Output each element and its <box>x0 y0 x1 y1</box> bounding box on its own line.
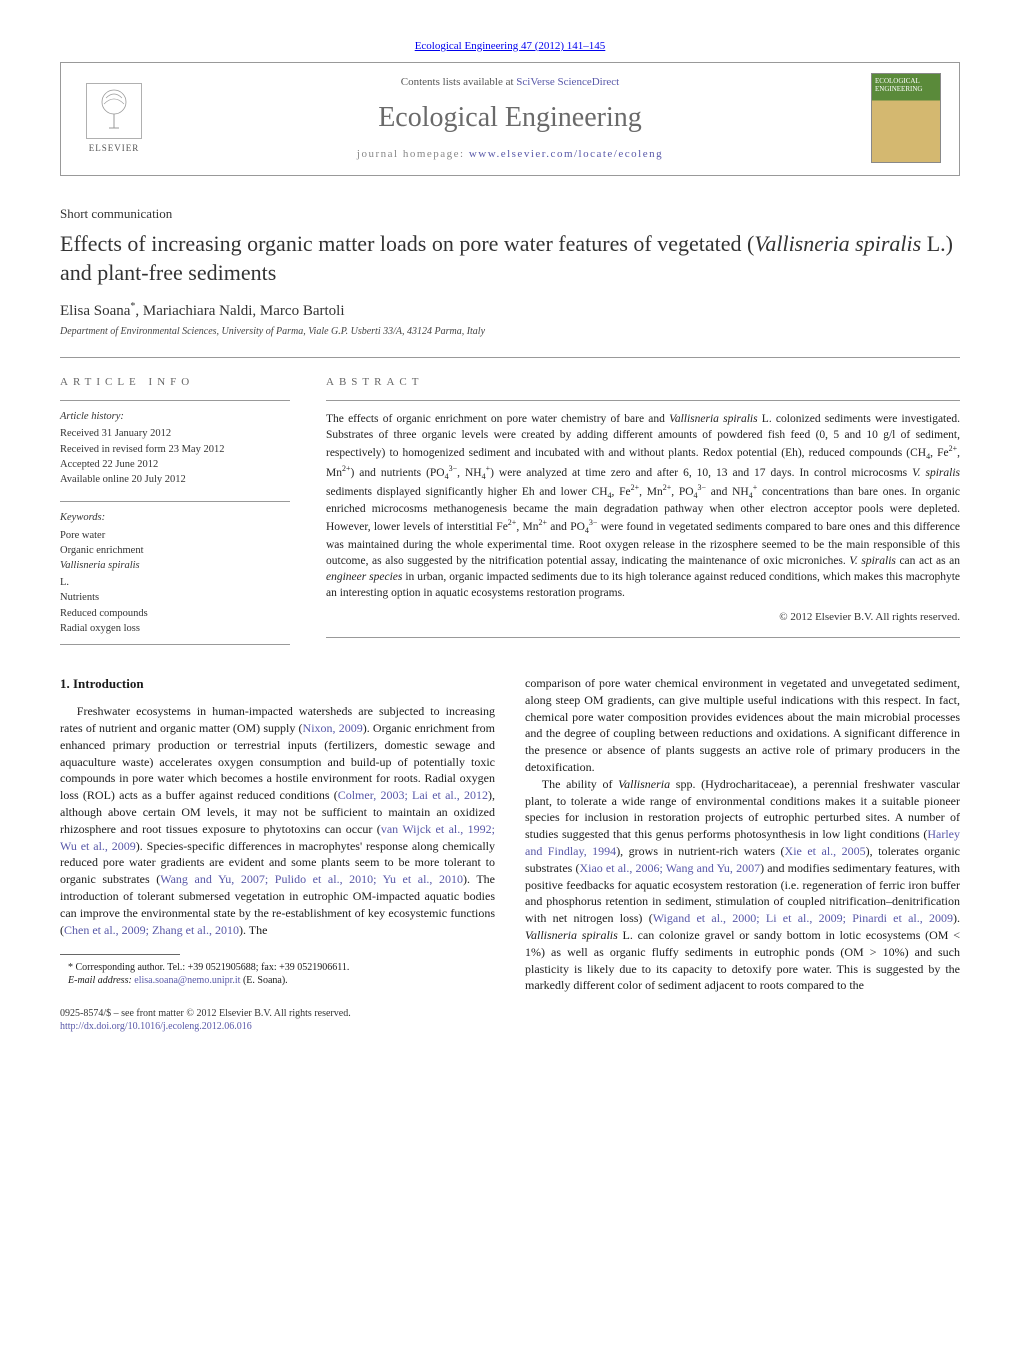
email-label: E-mail address: <box>68 975 132 986</box>
keyword: Vallisneria spiralis L. <box>60 558 290 590</box>
front-matter-line: 0925-8574/$ – see front matter © 2012 El… <box>60 1007 495 1020</box>
authors-line: Elisa Soana*, Mariachiara Naldi, Marco B… <box>60 301 960 320</box>
body-paragraph: Freshwater ecosystems in human-impacted … <box>60 703 495 938</box>
body-columns: 1. Introduction Freshwater ecosystems in… <box>60 675 960 1033</box>
doi-link[interactable]: http://dx.doi.org/10.1016/j.ecoleng.2012… <box>60 1021 252 1032</box>
keyword: Radial oxygen loss <box>60 621 290 636</box>
keywords-label: Keywords: <box>60 510 290 525</box>
article-title: Effects of increasing organic matter loa… <box>60 230 960 287</box>
article-type: Short communication <box>60 206 960 222</box>
history-item: Accepted 22 June 2012 <box>60 457 290 472</box>
history-item: Available online 20 July 2012 <box>60 472 290 487</box>
keyword: Reduced compounds <box>60 606 290 621</box>
affiliation: Department of Environmental Sciences, Un… <box>60 326 960 337</box>
cover-label: ECOLOGICAL ENGINEERING <box>875 77 922 93</box>
citation-line: Ecological Engineering 47 (2012) 141–145 <box>60 40 960 52</box>
footer-meta: 0925-8574/$ – see front matter © 2012 El… <box>60 1007 495 1033</box>
citation-link[interactable]: Ecological Engineering 47 (2012) 141–145 <box>415 40 606 52</box>
publisher-name: ELSEVIER <box>89 143 140 153</box>
copyright-line: © 2012 Elsevier B.V. All rights reserved… <box>326 611 960 638</box>
corr-line: * Corresponding author. Tel.: +39 052190… <box>60 961 495 974</box>
article-history: Article history: Received 31 January 201… <box>60 400 290 487</box>
email-line: E-mail address: elisa.soana@nemo.unipr.i… <box>60 974 495 987</box>
journal-header: ELSEVIER Contents lists available at Sci… <box>60 62 960 176</box>
keyword: Pore water <box>60 528 290 543</box>
journal-cover-thumb: ECOLOGICAL ENGINEERING <box>871 73 941 163</box>
email-link[interactable]: elisa.soana@nemo.unipr.it <box>134 975 240 986</box>
homepage-link[interactable]: www.elsevier.com/locate/ecoleng <box>469 148 663 160</box>
article-info-column: ARTICLE INFO Article history: Received 3… <box>60 376 290 645</box>
info-abstract-row: ARTICLE INFO Article history: Received 3… <box>60 357 960 645</box>
footnote-separator <box>60 954 180 955</box>
elsevier-tree-icon <box>86 83 142 139</box>
body-column-right: comparison of pore water chemical enviro… <box>525 675 960 1033</box>
keyword: Organic enrichment <box>60 543 290 558</box>
journal-homepage: journal homepage: www.elsevier.com/locat… <box>149 148 871 160</box>
section-heading-intro: 1. Introduction <box>60 675 495 693</box>
body-paragraph: The ability of Vallisneria spp. (Hydroch… <box>525 776 960 994</box>
contents-prefix: Contents lists available at <box>401 76 516 88</box>
body-column-left: 1. Introduction Freshwater ecosystems in… <box>60 675 495 1033</box>
keyword: Nutrients <box>60 590 290 605</box>
info-heading: ARTICLE INFO <box>60 376 290 388</box>
homepage-prefix: journal homepage: <box>357 148 469 160</box>
header-center: Contents lists available at SciVerse Sci… <box>149 76 871 160</box>
history-label: Article history: <box>60 409 290 424</box>
contents-line: Contents lists available at SciVerse Sci… <box>149 76 871 88</box>
corresponding-author-footnote: * Corresponding author. Tel.: +39 052190… <box>60 961 495 987</box>
keywords-block: Keywords: Pore water Organic enrichment … <box>60 501 290 645</box>
abstract-text: The effects of organic enrichment on por… <box>326 400 960 601</box>
journal-title: Ecological Engineering <box>149 102 871 134</box>
body-paragraph: comparison of pore water chemical enviro… <box>525 675 960 776</box>
abstract-heading: ABSTRACT <box>326 376 960 388</box>
sciverse-link[interactable]: SciVerse ScienceDirect <box>516 76 619 88</box>
history-item: Received 31 January 2012 <box>60 426 290 441</box>
email-suffix: (E. Soana). <box>240 975 287 986</box>
abstract-column: ABSTRACT The effects of organic enrichme… <box>326 376 960 645</box>
page-root: Ecological Engineering 47 (2012) 141–145… <box>0 0 1020 1073</box>
history-item: Received in revised form 23 May 2012 <box>60 442 290 457</box>
publisher-logo: ELSEVIER <box>79 78 149 158</box>
